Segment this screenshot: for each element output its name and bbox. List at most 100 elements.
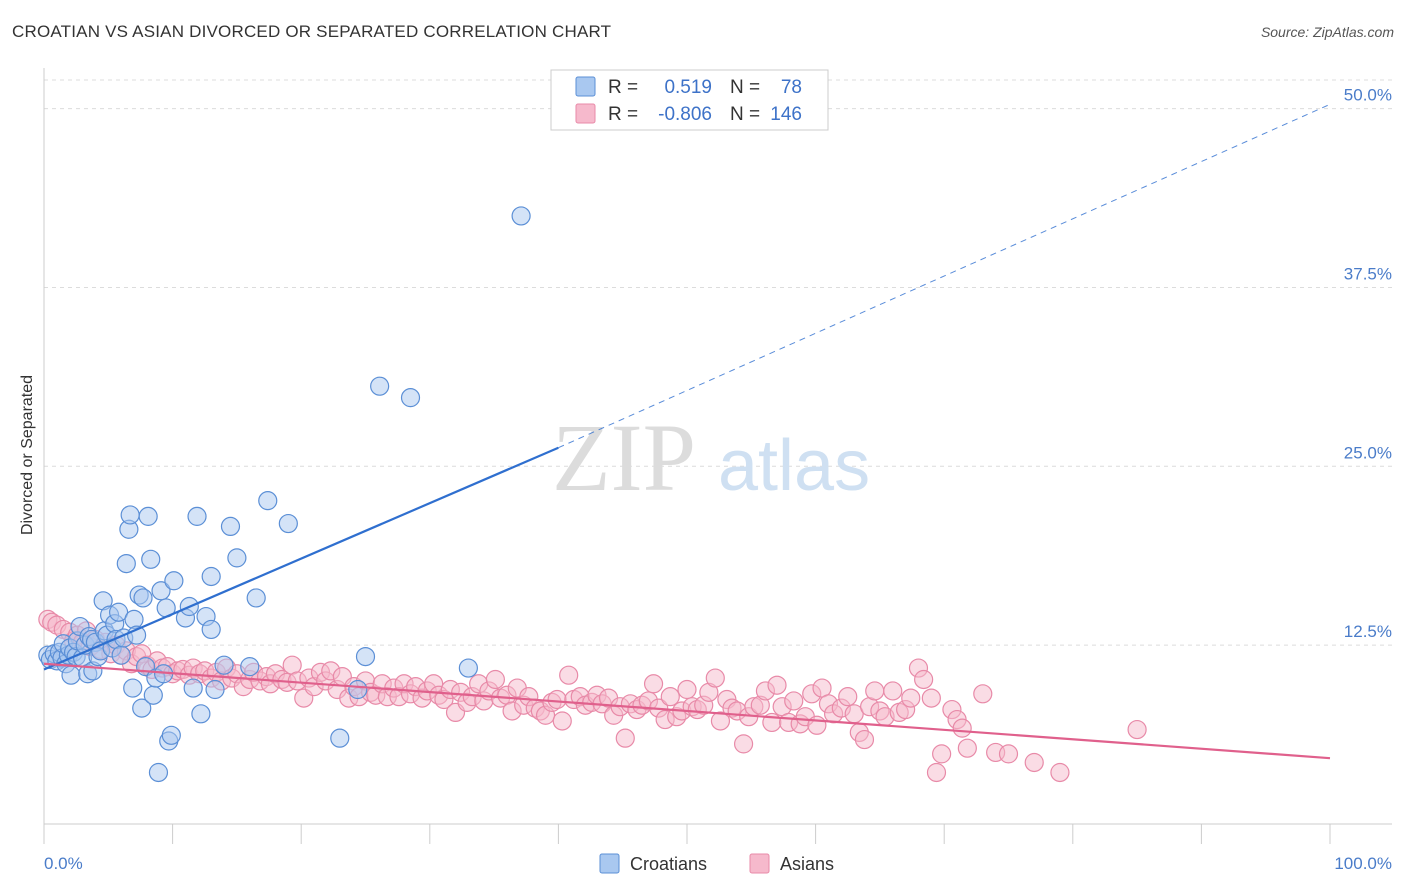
point-croatians: [143, 685, 163, 705]
point-asians: [1127, 719, 1147, 740]
trend-lines: [43, 103, 1331, 760]
point-asians: [784, 691, 804, 711]
point-asians: [921, 688, 941, 708]
point-asians: [1050, 762, 1070, 783]
point-croatians: [133, 588, 153, 608]
point-croatians: [108, 602, 129, 622]
legend-frame: [550, 69, 829, 131]
point-asians: [705, 668, 725, 688]
point-croatians: [220, 516, 241, 537]
legend-n-label: N =: [730, 104, 760, 125]
trendline-croatians: [43, 446, 559, 671]
point-asians: [957, 738, 977, 758]
legend-r-value: 0.519: [664, 77, 712, 98]
point-croatians: [141, 549, 161, 569]
legend-swatch-asians: [575, 103, 596, 124]
point-asians: [838, 687, 858, 707]
legend-n-value: 146: [770, 104, 802, 125]
point-asians: [767, 675, 787, 695]
point-croatians: [161, 725, 181, 745]
point-croatians: [205, 679, 225, 700]
bottom-legend-swatch-croatians: [599, 853, 620, 874]
y-tick-label: 12.5%: [1344, 622, 1392, 641]
point-croatians: [187, 506, 207, 526]
bottom-legend-croatians: Croatians: [630, 854, 707, 874]
y-tick-label: 37.5%: [1344, 264, 1392, 283]
legend-n-label: N =: [730, 77, 760, 98]
point-croatians: [151, 581, 171, 601]
point-croatians: [183, 678, 203, 698]
point-croatians: [116, 553, 136, 574]
point-croatians: [370, 376, 390, 396]
point-croatians: [348, 679, 368, 700]
point-asians: [733, 734, 754, 754]
point-asians: [660, 687, 680, 707]
axes: [43, 68, 1392, 844]
point-croatians: [511, 206, 531, 226]
bottom-legend: Croatians Asians: [599, 853, 834, 874]
legend-n-value: 78: [781, 77, 802, 98]
point-croatians: [214, 655, 234, 675]
point-croatians: [164, 571, 184, 591]
point-asians: [865, 681, 885, 701]
point-asians: [559, 665, 579, 685]
point-croatians: [355, 646, 376, 667]
bottom-legend-asians: Asians: [780, 854, 834, 874]
point-croatians: [120, 505, 140, 525]
point-asians: [1024, 752, 1044, 773]
x-tick-label: 100.0%: [1334, 854, 1392, 873]
point-croatians: [123, 678, 143, 698]
chart-title: CROATIAN VS ASIAN DIVORCED OR SEPARATED …: [12, 22, 612, 41]
point-asians: [952, 718, 972, 738]
point-asians: [710, 711, 731, 731]
y-tick-label: 25.0%: [1344, 443, 1392, 462]
point-croatians: [201, 619, 221, 640]
point-asians: [547, 689, 567, 710]
point-croatians: [124, 609, 144, 630]
point-croatians: [227, 548, 247, 568]
point-croatians: [191, 704, 211, 724]
point-croatians: [258, 491, 278, 511]
chart-source: Source: ZipAtlas.com: [1260, 24, 1394, 40]
point-croatians: [400, 388, 421, 408]
point-croatians: [240, 657, 260, 677]
x-tick-labels: 0.0% 100.0%: [44, 854, 1392, 873]
point-asians: [883, 681, 903, 701]
point-croatians: [330, 728, 350, 748]
point-asians: [485, 669, 505, 690]
legend-r-label: R =: [608, 104, 638, 125]
bottom-legend-swatch-asians: [749, 853, 770, 874]
point-asians: [901, 688, 921, 708]
watermark-atlas: atlas: [718, 426, 870, 506]
point-asians: [914, 669, 934, 690]
legend-box: R = 0.519 N = 78 R = -0.806 N = 146: [550, 69, 829, 131]
trendline-croatians-extension: [558, 103, 1331, 449]
point-asians: [998, 744, 1019, 764]
point-asians: [926, 762, 947, 783]
point-croatians: [458, 658, 478, 678]
point-asians: [552, 711, 572, 731]
point-asians: [615, 728, 635, 748]
point-asians: [973, 684, 993, 704]
series-croatians-points: [38, 206, 531, 783]
point-croatians: [138, 506, 158, 526]
point-croatians: [201, 566, 221, 587]
watermark: ZIP atlas: [552, 404, 870, 511]
legend-swatch-croatians: [575, 76, 596, 97]
legend-r-label: R =: [608, 77, 638, 98]
point-asians: [854, 729, 875, 750]
point-croatians: [61, 665, 81, 685]
point-asians: [643, 674, 664, 694]
trendline-asians: [43, 662, 1331, 760]
point-croatians: [246, 588, 266, 608]
y-tick-label: 50.0%: [1344, 86, 1392, 105]
point-asians: [932, 744, 952, 764]
point-asians: [677, 679, 697, 700]
point-croatians: [148, 762, 169, 783]
legend-r-value: -0.806: [658, 104, 712, 125]
point-croatians: [111, 645, 131, 665]
x-tick-label: 0.0%: [44, 854, 83, 873]
watermark-zip: ZIP: [552, 404, 696, 511]
point-croatians: [278, 513, 298, 534]
